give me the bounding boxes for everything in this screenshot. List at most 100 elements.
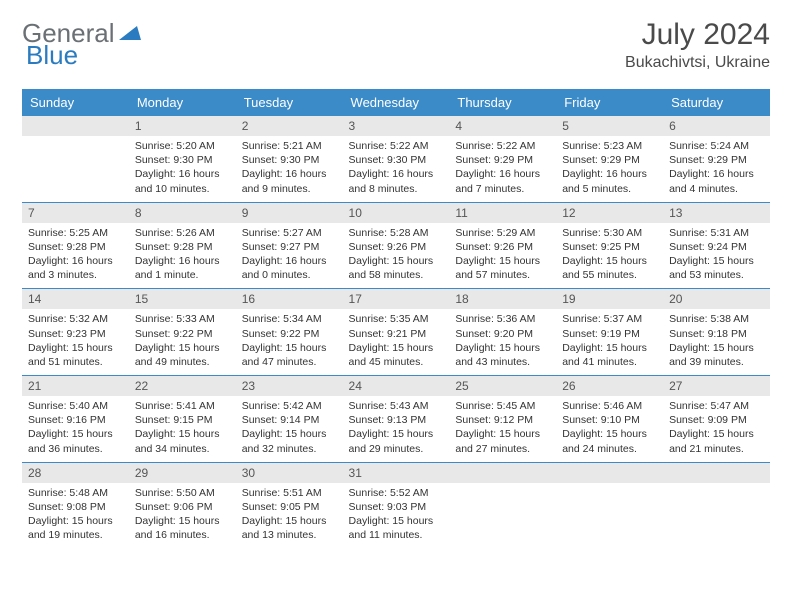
- calendar-day-cell: 26Sunrise: 5:46 AMSunset: 9:10 PMDayligh…: [556, 376, 663, 463]
- calendar-day-cell: 6Sunrise: 5:24 AMSunset: 9:29 PMDaylight…: [663, 116, 770, 202]
- day-content: Sunrise: 5:23 AMSunset: 9:29 PMDaylight:…: [556, 136, 663, 202]
- triangle-icon: [117, 18, 141, 49]
- day-number: 23: [236, 376, 343, 396]
- day-content: Sunrise: 5:40 AMSunset: 9:16 PMDaylight:…: [22, 396, 129, 462]
- day-number: 16: [236, 289, 343, 309]
- calendar-day-cell: 14Sunrise: 5:32 AMSunset: 9:23 PMDayligh…: [22, 289, 129, 376]
- day-content: Sunrise: 5:36 AMSunset: 9:20 PMDaylight:…: [449, 309, 556, 375]
- calendar-day-cell: 30Sunrise: 5:51 AMSunset: 9:05 PMDayligh…: [236, 462, 343, 548]
- day-number: 7: [22, 203, 129, 223]
- calendar-day-cell: 9Sunrise: 5:27 AMSunset: 9:27 PMDaylight…: [236, 202, 343, 289]
- title-block: July 2024 Bukachivtsi, Ukraine: [625, 18, 770, 72]
- calendar-day-cell: 5Sunrise: 5:23 AMSunset: 9:29 PMDaylight…: [556, 116, 663, 202]
- day-number: 1: [129, 116, 236, 136]
- day-number: 29: [129, 463, 236, 483]
- calendar-day-cell: 23Sunrise: 5:42 AMSunset: 9:14 PMDayligh…: [236, 376, 343, 463]
- calendar-day-cell: 11Sunrise: 5:29 AMSunset: 9:26 PMDayligh…: [449, 202, 556, 289]
- day-content: Sunrise: 5:35 AMSunset: 9:21 PMDaylight:…: [343, 309, 450, 375]
- day-number: 5: [556, 116, 663, 136]
- col-thu: Thursday: [449, 89, 556, 116]
- day-number: 20: [663, 289, 770, 309]
- day-content: Sunrise: 5:32 AMSunset: 9:23 PMDaylight:…: [22, 309, 129, 375]
- day-content: Sunrise: 5:45 AMSunset: 9:12 PMDaylight:…: [449, 396, 556, 462]
- day-content: Sunrise: 5:47 AMSunset: 9:09 PMDaylight:…: [663, 396, 770, 462]
- day-number: 18: [449, 289, 556, 309]
- location-subtitle: Bukachivtsi, Ukraine: [625, 54, 770, 72]
- calendar-day-cell: 7Sunrise: 5:25 AMSunset: 9:28 PMDaylight…: [22, 202, 129, 289]
- day-number: 3: [343, 116, 450, 136]
- day-number: 13: [663, 203, 770, 223]
- calendar-week-row: 14Sunrise: 5:32 AMSunset: 9:23 PMDayligh…: [22, 289, 770, 376]
- day-number: [663, 463, 770, 483]
- col-wed: Wednesday: [343, 89, 450, 116]
- day-number: 9: [236, 203, 343, 223]
- col-tue: Tuesday: [236, 89, 343, 116]
- calendar-day-cell: 22Sunrise: 5:41 AMSunset: 9:15 PMDayligh…: [129, 376, 236, 463]
- day-content: Sunrise: 5:30 AMSunset: 9:25 PMDaylight:…: [556, 223, 663, 289]
- day-content: Sunrise: 5:27 AMSunset: 9:27 PMDaylight:…: [236, 223, 343, 289]
- calendar-day-cell: 25Sunrise: 5:45 AMSunset: 9:12 PMDayligh…: [449, 376, 556, 463]
- brand-part2: Blue: [26, 40, 78, 71]
- col-sun: Sunday: [22, 89, 129, 116]
- calendar-day-cell: 2Sunrise: 5:21 AMSunset: 9:30 PMDaylight…: [236, 116, 343, 202]
- day-content: Sunrise: 5:24 AMSunset: 9:29 PMDaylight:…: [663, 136, 770, 202]
- day-number: 28: [22, 463, 129, 483]
- calendar-day-cell: 10Sunrise: 5:28 AMSunset: 9:26 PMDayligh…: [343, 202, 450, 289]
- col-fri: Friday: [556, 89, 663, 116]
- day-number: 11: [449, 203, 556, 223]
- calendar-week-row: 21Sunrise: 5:40 AMSunset: 9:16 PMDayligh…: [22, 376, 770, 463]
- calendar-day-cell: 29Sunrise: 5:50 AMSunset: 9:06 PMDayligh…: [129, 462, 236, 548]
- day-number: 4: [449, 116, 556, 136]
- calendar-day-cell: 3Sunrise: 5:22 AMSunset: 9:30 PMDaylight…: [343, 116, 450, 202]
- day-number: 12: [556, 203, 663, 223]
- day-number: 14: [22, 289, 129, 309]
- day-content: Sunrise: 5:26 AMSunset: 9:28 PMDaylight:…: [129, 223, 236, 289]
- day-number: 17: [343, 289, 450, 309]
- day-content: Sunrise: 5:20 AMSunset: 9:30 PMDaylight:…: [129, 136, 236, 202]
- calendar-day-cell: [449, 462, 556, 548]
- calendar-day-cell: 27Sunrise: 5:47 AMSunset: 9:09 PMDayligh…: [663, 376, 770, 463]
- calendar-day-cell: 15Sunrise: 5:33 AMSunset: 9:22 PMDayligh…: [129, 289, 236, 376]
- day-number: 19: [556, 289, 663, 309]
- day-content: Sunrise: 5:22 AMSunset: 9:29 PMDaylight:…: [449, 136, 556, 202]
- day-number: 25: [449, 376, 556, 396]
- day-content: Sunrise: 5:43 AMSunset: 9:13 PMDaylight:…: [343, 396, 450, 462]
- day-number: [22, 116, 129, 136]
- day-number: 8: [129, 203, 236, 223]
- day-content: Sunrise: 5:51 AMSunset: 9:05 PMDaylight:…: [236, 483, 343, 549]
- calendar-table: Sunday Monday Tuesday Wednesday Thursday…: [22, 89, 770, 548]
- day-number: 2: [236, 116, 343, 136]
- col-sat: Saturday: [663, 89, 770, 116]
- calendar-day-cell: [22, 116, 129, 202]
- day-number: 27: [663, 376, 770, 396]
- day-content: Sunrise: 5:28 AMSunset: 9:26 PMDaylight:…: [343, 223, 450, 289]
- day-number: 10: [343, 203, 450, 223]
- day-content: Sunrise: 5:37 AMSunset: 9:19 PMDaylight:…: [556, 309, 663, 375]
- calendar-week-row: 28Sunrise: 5:48 AMSunset: 9:08 PMDayligh…: [22, 462, 770, 548]
- day-number: 6: [663, 116, 770, 136]
- day-number: [449, 463, 556, 483]
- calendar-day-cell: 17Sunrise: 5:35 AMSunset: 9:21 PMDayligh…: [343, 289, 450, 376]
- calendar-day-cell: 1Sunrise: 5:20 AMSunset: 9:30 PMDaylight…: [129, 116, 236, 202]
- day-content: Sunrise: 5:41 AMSunset: 9:15 PMDaylight:…: [129, 396, 236, 462]
- day-content: Sunrise: 5:29 AMSunset: 9:26 PMDaylight:…: [449, 223, 556, 289]
- calendar-week-row: 7Sunrise: 5:25 AMSunset: 9:28 PMDaylight…: [22, 202, 770, 289]
- day-content: Sunrise: 5:21 AMSunset: 9:30 PMDaylight:…: [236, 136, 343, 202]
- day-number: [556, 463, 663, 483]
- day-content: Sunrise: 5:46 AMSunset: 9:10 PMDaylight:…: [556, 396, 663, 462]
- calendar-day-cell: 13Sunrise: 5:31 AMSunset: 9:24 PMDayligh…: [663, 202, 770, 289]
- day-number: 21: [22, 376, 129, 396]
- calendar-day-cell: [556, 462, 663, 548]
- day-header-row: Sunday Monday Tuesday Wednesday Thursday…: [22, 89, 770, 116]
- calendar-day-cell: 4Sunrise: 5:22 AMSunset: 9:29 PMDaylight…: [449, 116, 556, 202]
- day-content: Sunrise: 5:31 AMSunset: 9:24 PMDaylight:…: [663, 223, 770, 289]
- calendar-day-cell: 24Sunrise: 5:43 AMSunset: 9:13 PMDayligh…: [343, 376, 450, 463]
- calendar-day-cell: 20Sunrise: 5:38 AMSunset: 9:18 PMDayligh…: [663, 289, 770, 376]
- day-number: 26: [556, 376, 663, 396]
- day-content: Sunrise: 5:34 AMSunset: 9:22 PMDaylight:…: [236, 309, 343, 375]
- day-content: Sunrise: 5:50 AMSunset: 9:06 PMDaylight:…: [129, 483, 236, 549]
- calendar-day-cell: 18Sunrise: 5:36 AMSunset: 9:20 PMDayligh…: [449, 289, 556, 376]
- calendar-day-cell: 31Sunrise: 5:52 AMSunset: 9:03 PMDayligh…: [343, 462, 450, 548]
- day-number: 24: [343, 376, 450, 396]
- calendar-day-cell: 19Sunrise: 5:37 AMSunset: 9:19 PMDayligh…: [556, 289, 663, 376]
